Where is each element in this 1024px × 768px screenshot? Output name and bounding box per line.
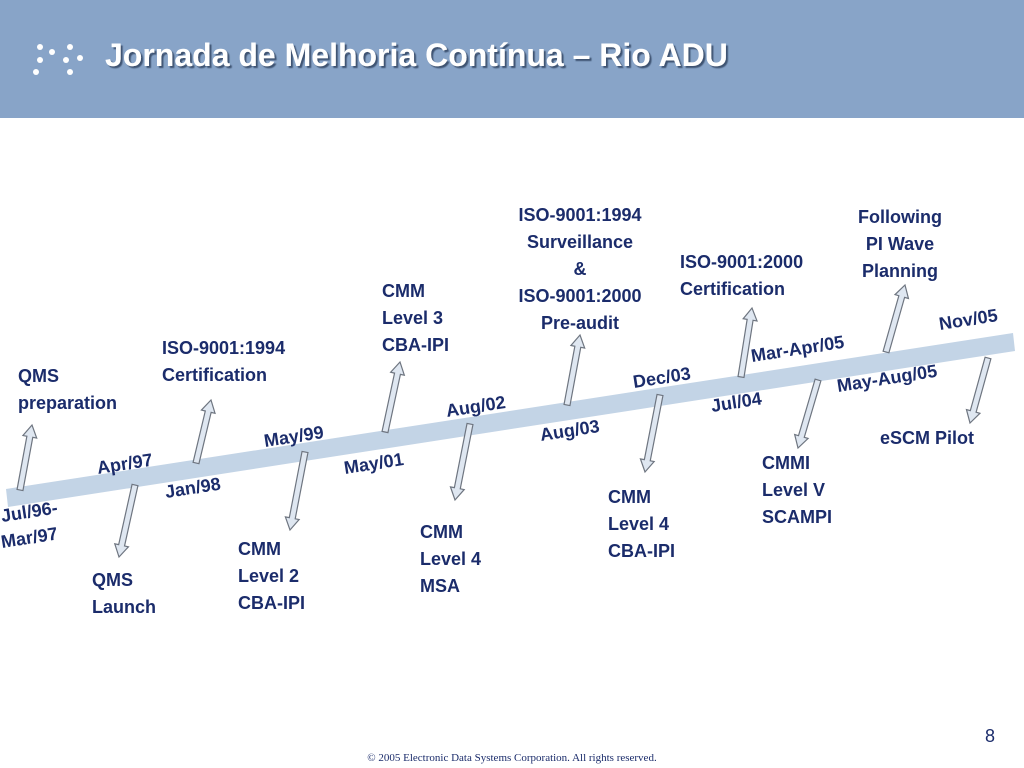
arrow [965,356,992,425]
milestone-label: CMM [608,487,651,507]
milestone-label: QMS [92,570,133,590]
copyright: © 2005 Electronic Data Systems Corporati… [367,752,657,764]
milestone-label: ISO-9001:1994 [162,338,285,358]
arrow [882,283,910,354]
milestone-label: Level 4 [608,514,669,534]
arrow [381,360,406,434]
milestone-label: Level 3 [382,308,443,328]
arrow [563,333,586,407]
arrow-shape [284,450,309,532]
milestone-label: MSA [420,576,460,596]
milestone-label: QMS [18,366,59,386]
arrow [449,422,474,502]
arrow-shape [192,398,216,465]
milestone-label: Launch [92,597,156,617]
arrow [16,423,38,492]
milestone-label: & [574,259,587,279]
milestone-label: CBA-IPI [608,541,675,561]
milestone-date: Mar-Apr/05 [750,332,846,366]
milestone-label: PI Wave [866,234,934,254]
header-icon [33,44,83,75]
title: Jornada de Melhoria Contínua – Rio ADU [105,37,728,73]
milestone-label: Certification [162,365,267,385]
milestone-label: Level V [762,480,825,500]
milestone-label: Following [858,207,942,227]
milestone-label: Surveillance [527,232,633,252]
milestone-date: Nov/05 [938,305,999,334]
milestone-label: ISO-9001:1994 [518,205,641,225]
arrow [639,393,664,474]
arrow-shape [563,333,586,407]
milestone-label: CMM [420,522,463,542]
arrow [793,378,822,450]
timeline-bar [6,333,1015,507]
arrow [113,483,139,559]
milestone-label: CMM [382,281,425,301]
milestone-label: Level 2 [238,566,299,586]
milestone-label: ISO-9001:2000 [518,286,641,306]
milestone-label: Pre-audit [541,313,619,333]
milestone-label: ISO-9001:2000 [680,252,803,272]
arrow-shape [793,378,822,450]
arrow-shape [449,422,474,502]
milestone-label: preparation [18,393,117,413]
arrow-shape [737,306,758,379]
milestone-date: Mar/97 [0,523,59,551]
milestone-label: CMM [238,539,281,559]
arrow [737,306,758,379]
milestone-label: Level 4 [420,549,481,569]
page-number: 8 [985,726,995,746]
milestone-label: CBA-IPI [382,335,449,355]
arrow-shape [16,423,38,492]
milestone-label: Planning [862,261,938,281]
arrow-shape [882,283,910,354]
arrow [192,398,216,465]
milestone-label: eSCM Pilot [880,428,974,448]
arrow-shape [381,360,406,434]
header-band [0,0,1024,118]
arrow-shape [639,393,664,474]
milestone-label: SCAMPI [762,507,832,527]
arrow-shape [113,483,139,559]
arrow-shape [965,356,992,425]
milestone-label: CBA-IPI [238,593,305,613]
milestone-label: CMMI [762,453,810,473]
arrow [284,450,309,532]
milestone-label: Certification [680,279,785,299]
